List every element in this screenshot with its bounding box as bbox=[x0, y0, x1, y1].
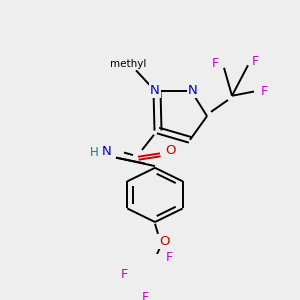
Text: N: N bbox=[150, 84, 160, 97]
Text: F: F bbox=[251, 55, 259, 68]
Text: F: F bbox=[120, 268, 128, 281]
Text: F: F bbox=[165, 251, 172, 264]
Text: F: F bbox=[212, 57, 219, 70]
Text: N: N bbox=[102, 145, 112, 158]
Text: F: F bbox=[260, 85, 268, 98]
Text: H: H bbox=[90, 146, 98, 159]
Text: O: O bbox=[166, 144, 176, 157]
Text: methyl: methyl bbox=[110, 59, 146, 69]
Text: O: O bbox=[159, 235, 169, 248]
Text: F: F bbox=[141, 291, 148, 300]
Text: N: N bbox=[188, 84, 198, 97]
